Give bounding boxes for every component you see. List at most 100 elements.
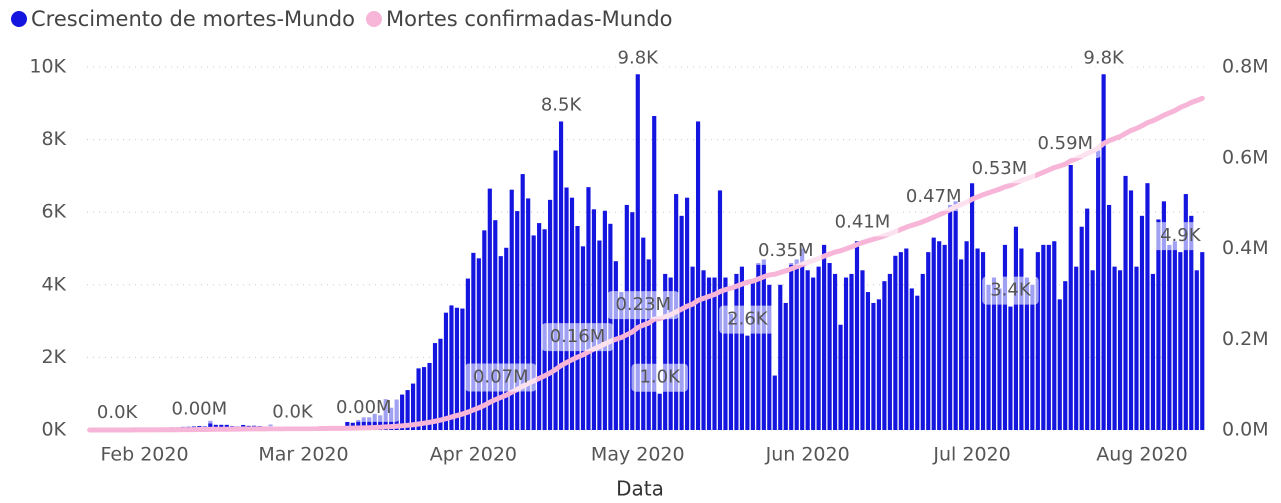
bar <box>871 302 876 430</box>
bar <box>701 270 706 430</box>
bar <box>411 383 416 430</box>
bar <box>986 284 991 430</box>
bar <box>931 237 936 430</box>
bar <box>372 413 377 430</box>
bar <box>1041 244 1046 430</box>
bar <box>882 281 887 430</box>
bar <box>1156 219 1161 430</box>
x-tick-label: Jun 2020 <box>765 444 850 466</box>
data-label-box <box>327 393 400 422</box>
data-label-box <box>963 155 1036 184</box>
bar <box>1128 190 1134 430</box>
y2-tick-label: 0.8M <box>1222 56 1269 78</box>
bar <box>1030 284 1035 430</box>
data-label: 0.16M <box>550 326 606 347</box>
data-label: 0.0K <box>97 402 139 423</box>
x-tick-label: Apr 2020 <box>430 444 517 466</box>
bar <box>1172 241 1177 430</box>
bar <box>964 241 969 430</box>
bar <box>400 394 405 430</box>
bar <box>558 121 564 430</box>
x-tick-label: Feb 2020 <box>101 444 189 466</box>
bar <box>734 273 739 430</box>
bar <box>1002 244 1008 430</box>
bar <box>1200 252 1205 430</box>
bar <box>564 187 569 430</box>
bar <box>569 197 575 430</box>
bar <box>926 252 931 430</box>
data-label-group: 0.00M <box>163 395 236 424</box>
bar <box>843 277 849 430</box>
data-label-group: 0.41M <box>826 208 899 237</box>
data-label-group: 0.47M <box>897 183 970 212</box>
data-label-group: 4.9K <box>1152 222 1209 251</box>
data-label-group: 1.0K <box>631 363 688 392</box>
y-tick-label: 6K <box>41 201 66 223</box>
y2-tick-label: 0.6M <box>1222 146 1269 168</box>
bar <box>663 273 668 430</box>
data-label: 0.53M <box>972 158 1028 179</box>
bar <box>997 288 1002 430</box>
bar <box>487 188 492 430</box>
y-tick-label: 2K <box>41 346 66 368</box>
bar <box>723 277 728 430</box>
bar <box>1035 252 1040 430</box>
data-label-box <box>609 44 666 73</box>
bar <box>405 390 410 430</box>
data-label: 0.00M <box>172 399 228 420</box>
bar <box>531 235 536 430</box>
data-label: 9.8K <box>618 47 660 68</box>
bar <box>800 248 805 430</box>
bar <box>959 259 964 430</box>
bar <box>520 174 525 430</box>
bar <box>1019 248 1024 430</box>
data-label-group: 0.16M <box>541 323 614 352</box>
data-label: 0.00M <box>336 397 392 418</box>
bar <box>1024 277 1029 430</box>
bar <box>772 375 777 430</box>
bar <box>739 266 744 430</box>
bar <box>1096 150 1101 431</box>
data-label-group: 0.0K <box>264 398 321 427</box>
bar <box>904 248 909 430</box>
bar <box>1183 194 1188 430</box>
bar <box>832 273 838 430</box>
bar <box>893 255 898 430</box>
bar <box>1189 215 1194 430</box>
data-label: 0.41M <box>835 212 891 233</box>
data-label: 2.6K <box>727 309 769 330</box>
data-label-group: 0.0K <box>88 399 146 428</box>
bar <box>1145 183 1150 430</box>
y-tick-label: 8K <box>41 128 66 150</box>
data-label-box <box>541 323 614 352</box>
bar <box>685 197 690 430</box>
y-tick-label: 4K <box>41 273 66 295</box>
bar <box>794 259 799 430</box>
y2-tick-label: 0.4M <box>1222 237 1269 259</box>
legend-marker <box>11 11 27 27</box>
bar <box>838 324 843 430</box>
bar <box>991 277 997 430</box>
bar <box>750 281 755 430</box>
bar <box>1074 266 1079 430</box>
bar <box>1161 201 1166 430</box>
bar <box>1117 270 1123 430</box>
bar <box>970 183 975 430</box>
data-label-group: 9.8K <box>1075 44 1132 73</box>
legend-label: Mortes confirmadas-Mundo <box>386 7 673 31</box>
bar <box>526 198 531 430</box>
bar <box>712 277 717 430</box>
data-label: 9.8K <box>1083 47 1125 68</box>
bar <box>805 270 810 430</box>
bar <box>657 393 662 430</box>
bar <box>619 292 624 430</box>
bar <box>367 417 372 430</box>
bar <box>454 307 460 430</box>
data-label-box <box>897 183 970 212</box>
bar <box>1013 226 1019 430</box>
bar <box>586 187 591 430</box>
data-label-box <box>532 91 590 120</box>
data-label-group: 0.59M <box>1029 130 1102 159</box>
bar <box>980 252 986 430</box>
bar <box>476 258 481 430</box>
